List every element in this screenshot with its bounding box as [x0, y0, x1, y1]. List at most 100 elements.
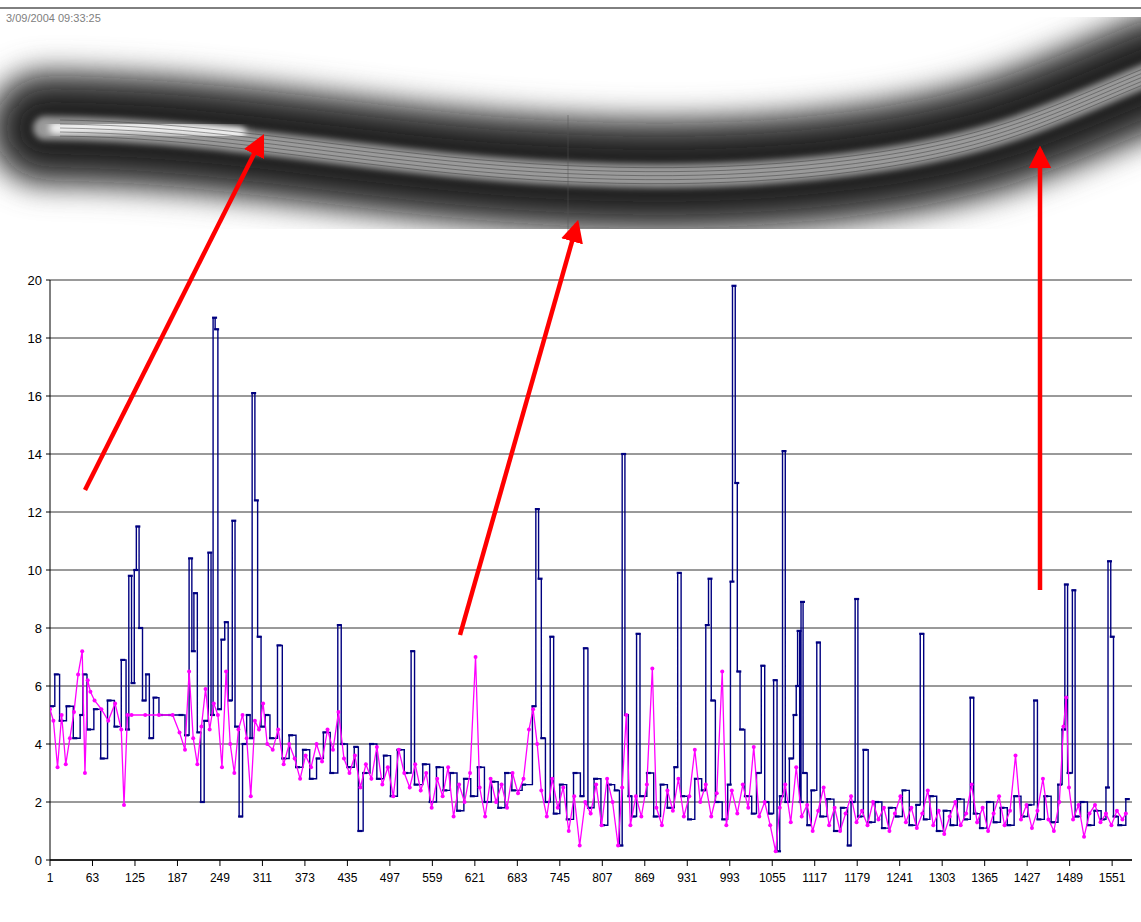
point-dash [653, 815, 658, 817]
y-tick [46, 338, 50, 339]
point-marker [898, 794, 902, 798]
point-dash [238, 815, 243, 817]
point-marker [435, 777, 439, 781]
point-marker [844, 812, 848, 816]
point-marker [241, 713, 245, 717]
point-dash [727, 783, 732, 785]
point-dash [1107, 560, 1112, 562]
point-marker [220, 765, 224, 769]
point-marker [249, 794, 253, 798]
point-marker [1098, 820, 1102, 824]
point-dash [231, 520, 236, 522]
point-marker [304, 754, 308, 758]
y-tick-label: 2 [35, 795, 42, 810]
point-marker [816, 809, 820, 813]
point-marker [68, 736, 72, 740]
point-marker [616, 844, 620, 848]
point-marker [253, 719, 257, 723]
point-dash [376, 778, 381, 780]
point-dash [1110, 636, 1115, 638]
point-marker [871, 800, 875, 804]
point-dash [806, 824, 811, 826]
point-marker [171, 713, 175, 717]
point-marker [1082, 835, 1086, 839]
point-marker [567, 829, 571, 833]
point-marker [183, 748, 187, 752]
point-marker [375, 745, 379, 749]
point-marker [704, 783, 708, 787]
point-marker [1019, 817, 1023, 821]
x-tick-label: 869 [635, 871, 655, 885]
x-tick [1112, 860, 1113, 866]
point-marker [805, 803, 809, 807]
point-marker [408, 786, 412, 790]
point-dash [125, 728, 130, 730]
y-tick [46, 512, 50, 513]
point-dash [1071, 589, 1076, 591]
point-marker [682, 815, 686, 819]
point-marker [1077, 803, 1081, 807]
point-marker [143, 713, 147, 717]
point-dash [792, 714, 797, 716]
x-tick-label: 373 [295, 871, 315, 885]
x-axis [50, 859, 1132, 861]
point-marker [605, 777, 609, 781]
point-dash [329, 772, 334, 774]
y-tick [46, 860, 50, 861]
point-marker [1120, 817, 1124, 821]
point-marker [204, 687, 208, 691]
point-dash [949, 824, 954, 826]
point-marker [99, 707, 103, 711]
point-marker [611, 800, 615, 804]
x-tick-label: 683 [507, 871, 527, 885]
fiber-halo [45, 70, 1141, 176]
point-dash [107, 699, 112, 701]
point-dash [919, 633, 924, 635]
point-dash [128, 575, 133, 577]
point-dash [908, 824, 913, 826]
x-tick-label: 1241 [886, 871, 913, 885]
x-tick [347, 860, 348, 866]
point-marker [1057, 800, 1061, 804]
point-marker [953, 800, 957, 804]
point-marker [191, 736, 195, 740]
point-marker [827, 823, 831, 827]
point-dash [710, 699, 715, 701]
point-dash [540, 737, 545, 739]
point-dash [729, 580, 734, 582]
point-dash [50, 705, 54, 707]
point-dash [782, 450, 787, 452]
point-marker [1052, 829, 1056, 833]
point-dash [593, 778, 598, 780]
point-marker [309, 765, 313, 769]
grid-line [50, 338, 1132, 339]
point-dash [54, 673, 59, 675]
point-dash [936, 830, 941, 832]
y-axis [50, 280, 51, 860]
y-tick-label: 12 [28, 505, 42, 520]
point-marker [948, 815, 952, 819]
x-tick [644, 860, 645, 866]
point-dash [309, 778, 314, 780]
point-dash [337, 624, 342, 626]
point-marker [763, 800, 767, 804]
point-marker [539, 788, 543, 792]
y-tick-label: 4 [35, 737, 42, 752]
point-marker [535, 742, 539, 746]
point-marker [195, 762, 199, 766]
fiber-striation [60, 62, 1141, 168]
point-marker [975, 820, 979, 824]
point-marker [639, 815, 643, 819]
point-marker [474, 655, 478, 659]
x-tick [857, 860, 858, 866]
point-marker [865, 823, 869, 827]
point-marker [855, 820, 859, 824]
point-dash [764, 801, 769, 803]
point-marker [583, 800, 587, 804]
point-dash [768, 812, 773, 814]
x-tick-label: 187 [167, 871, 187, 885]
point-marker [887, 829, 891, 833]
point-dash [277, 644, 282, 646]
point-dash [93, 708, 98, 710]
point-marker [665, 788, 669, 792]
